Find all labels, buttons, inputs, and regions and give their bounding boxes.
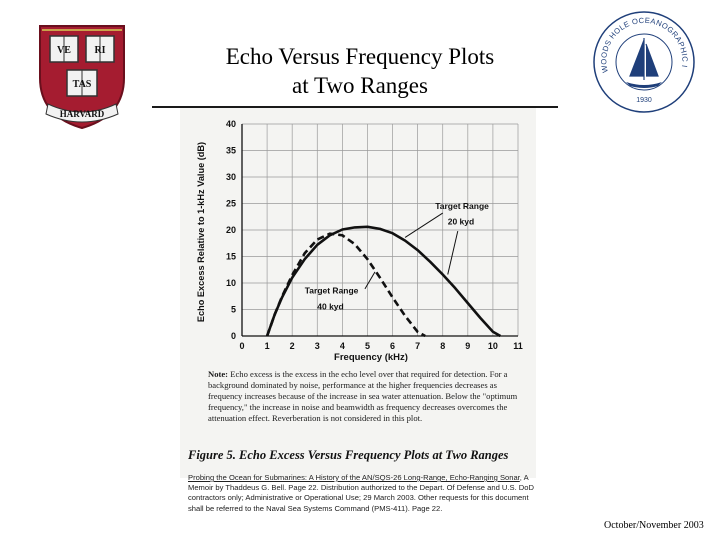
y-tick-label: 20 [226,225,236,235]
x-tick-label: 8 [440,341,445,351]
note-label: Note: [208,369,229,379]
y-tick-label: 35 [226,146,236,156]
title-divider [152,106,558,108]
y-tick-label: 5 [231,305,236,315]
x-tick-label: 10 [488,341,498,351]
slide-title: Echo Versus Frequency Plots at Two Range… [150,42,570,100]
whoi-seal-icon: WOODS HOLE OCEANOGRAPHIC INSTITUTION 193… [592,10,695,113]
series-line-1 [265,225,502,338]
x-tick-label: 2 [290,341,295,351]
logo-left-letters-2: RI [94,45,105,56]
annotation-20kyd-line2: 20 kyd [448,217,474,227]
source-title-link[interactable]: Probing the Ocean for Submarines: A Hist… [188,473,520,482]
y-tick-label: 40 [226,119,236,129]
annotation-20kyd-leader [404,212,443,238]
annotation-40kyd-line1: Target Range [305,286,359,296]
x-tick-label: 1 [265,341,270,351]
title-line-2: at Two Ranges [292,73,428,98]
annotation-40kyd-leader [364,271,376,290]
x-tick-label: 0 [239,341,244,351]
x-tick-label: 4 [340,341,345,351]
logo-left-letters-1: VE [57,45,71,56]
y-tick-label: 30 [226,172,236,182]
source-details: , A Memoir by Thaddeus G. Bell. Page 22.… [188,473,534,513]
y-tick-label: 0 [231,331,236,341]
annotation-20kyd-leader-2 [447,230,459,275]
footer-date: October/November 2003 [604,520,704,531]
x-axis-label: Frequency (kHz) [334,352,408,363]
x-tick-label: 7 [415,341,420,351]
logo-right-year: 1930 [636,97,652,104]
figure-scan [180,108,536,478]
chart-note: Note: Echo excess is the excess in the e… [208,369,528,424]
logo-left-banner: HARVARD [60,109,105,119]
title-line-1: Echo Versus Frequency Plots [225,44,495,69]
echo-frequency-chart: 0 1 2 3 4 5 6 7 8 9 10 11 0 5 10 15 20 25 30 35 40 Target Ra… [196,119,523,363]
y-tick-label: 25 [226,199,236,209]
x-tick-label: 9 [465,341,470,351]
annotation-20kyd-line1: Target Range [435,201,489,211]
harvard-shield-icon: VE RI TAS HARVARD [39,25,125,130]
y-tick-label: 15 [226,252,236,262]
y-axis-label: Echo Excess Relative to 1-kHz Value (dB) [196,142,206,322]
x-tick-label: 3 [315,341,320,351]
annotation-40kyd-line2: 40 kyd [317,302,343,312]
chart-annotations: Target Range 20 kyd Target Range 40 kyd [305,201,489,312]
x-tick-label: 11 [513,341,523,351]
logo-left-letters-3: TAS [73,79,92,90]
y-tick-label: 10 [226,278,236,288]
note-text: Echo excess is the excess in the echo le… [208,369,518,423]
x-tick-label: 6 [390,341,395,351]
figure-caption: Figure 5. Echo Excess Versus Frequency P… [188,448,509,462]
chart-series [265,225,502,338]
x-tick-label: 5 [365,341,370,351]
chart-tick-labels: 0 1 2 3 4 5 6 7 8 9 10 11 0 5 10 15 20 25 30 35 40 [226,119,523,351]
series-line-2 [265,232,426,338]
source-citation: Probing the Ocean for Submarines: A Hist… [188,473,536,514]
chart-axes [241,124,518,337]
